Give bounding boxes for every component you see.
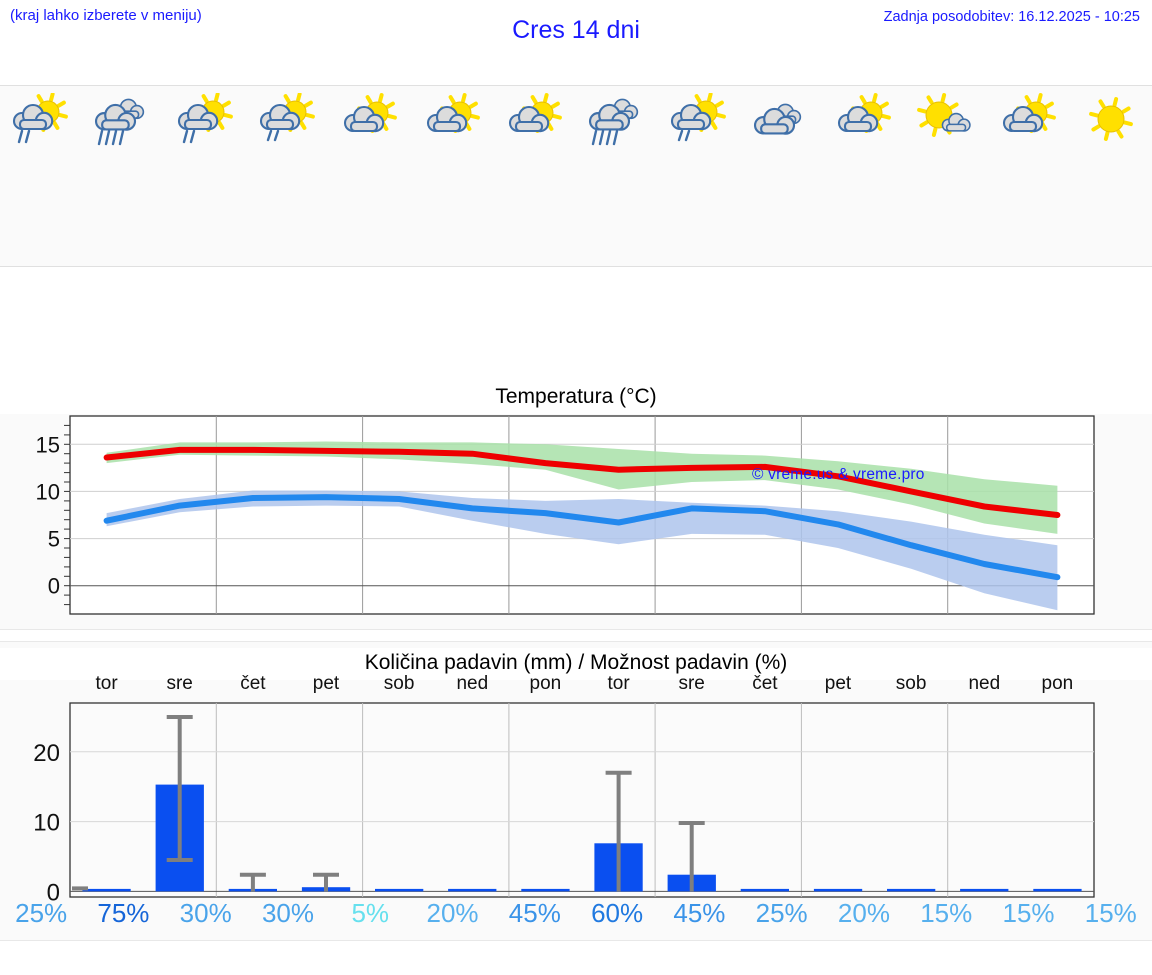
page-title: Cres 14 dni bbox=[512, 16, 640, 44]
precip-probability-value: 30% bbox=[179, 898, 232, 928]
copyright-credit: © vreme.us & vreme.pro bbox=[752, 466, 925, 483]
day-column[interactable] bbox=[165, 86, 247, 266]
day-column[interactable] bbox=[411, 86, 493, 266]
sun-cloud-icon bbox=[418, 93, 488, 149]
menu-hint-text: (kraj lahko izberete v meniju) bbox=[10, 7, 202, 24]
rain-sun-icon bbox=[6, 93, 76, 149]
svg-text:pet: pet bbox=[313, 673, 340, 694]
day-column[interactable] bbox=[1070, 86, 1152, 266]
svg-text:pet: pet bbox=[825, 673, 852, 694]
day-column[interactable] bbox=[741, 86, 823, 266]
temperature-chart-plot: 0 5 10 15 bbox=[0, 383, 1152, 636]
day-column[interactable] bbox=[0, 86, 82, 266]
svg-text:sre: sre bbox=[166, 673, 192, 694]
precipitation-chart-title: Količina padavin (mm) / Možnost padavin … bbox=[0, 648, 1152, 680]
svg-text:tor: tor bbox=[96, 673, 119, 694]
svg-text:0: 0 bbox=[48, 574, 60, 599]
precipitation-chart-section: Količina padavin (mm) / Možnost padavin … bbox=[0, 641, 1152, 941]
precip-probability-value: 25% bbox=[15, 898, 68, 928]
precipitation-probability-row: 25% 75% 30% 30% 5% 20% 45% 60% 45% 25% 20% 15% 15% 15… bbox=[0, 898, 1152, 938]
precip-probability-value: 15% bbox=[1002, 898, 1055, 928]
svg-text:ned: ned bbox=[968, 673, 1000, 694]
sun-cloud-icon bbox=[994, 93, 1064, 149]
precip-probability-value: 45% bbox=[508, 898, 561, 928]
svg-text:5: 5 bbox=[48, 527, 60, 552]
precip-probability-value: 5% bbox=[351, 898, 390, 928]
svg-text:sre: sre bbox=[678, 673, 704, 694]
svg-text:čet: čet bbox=[240, 673, 266, 694]
temperature-chart-section: Temperatura (°C) 0 5 10 15 bbox=[0, 382, 1152, 630]
precip-probability-value: 60% bbox=[591, 898, 644, 928]
day-column[interactable] bbox=[494, 86, 576, 266]
svg-text:pon: pon bbox=[1042, 673, 1074, 694]
precip-probability-value: 20% bbox=[426, 898, 479, 928]
rain-heavy-icon bbox=[88, 93, 158, 149]
svg-text:15: 15 bbox=[36, 432, 60, 457]
last-updated-text: Zadnja posodobitev: 16.12.2025 - 10:25 bbox=[883, 9, 1140, 25]
temperature-chart-title: Temperatura (°C) bbox=[0, 382, 1152, 414]
svg-text:tor: tor bbox=[608, 673, 631, 694]
svg-text:pon: pon bbox=[530, 673, 562, 694]
svg-text:0: 0 bbox=[47, 879, 60, 906]
precipitation-chart-plot: tor sre čet pet sob ned pon tor sre čet pet sob ned p… bbox=[0, 642, 1152, 947]
day-column[interactable] bbox=[658, 86, 740, 266]
sun-icon bbox=[1076, 93, 1146, 149]
svg-text:ned: ned bbox=[456, 673, 488, 694]
svg-text:20: 20 bbox=[33, 740, 60, 767]
precip-probability-value: 25% bbox=[755, 898, 808, 928]
drizzle-sun-icon bbox=[253, 93, 323, 149]
drizzle-sun-icon bbox=[664, 93, 734, 149]
precip-probability-value: 15% bbox=[1084, 898, 1137, 928]
sun-cloud-icon bbox=[829, 93, 899, 149]
svg-text:čet: čet bbox=[752, 673, 778, 694]
sun-small-cloud-icon bbox=[911, 93, 981, 149]
svg-text:sob: sob bbox=[896, 673, 927, 694]
daily-forecast-strip bbox=[0, 85, 1152, 267]
cloudy-icon bbox=[747, 93, 817, 149]
day-column[interactable] bbox=[576, 86, 658, 266]
day-column[interactable] bbox=[905, 86, 987, 266]
precip-probability-value: 75% bbox=[97, 898, 150, 928]
sun-cloud-icon bbox=[335, 93, 405, 149]
svg-text:sob: sob bbox=[384, 673, 415, 694]
svg-text:10: 10 bbox=[33, 810, 60, 837]
precip-probability-value: 15% bbox=[920, 898, 973, 928]
day-column[interactable] bbox=[247, 86, 329, 266]
precip-probability-value: 30% bbox=[261, 898, 314, 928]
precip-probability-value: 45% bbox=[673, 898, 726, 928]
day-column[interactable] bbox=[82, 86, 164, 266]
sun-cloud-icon bbox=[500, 93, 570, 149]
day-column[interactable] bbox=[329, 86, 411, 266]
day-column[interactable] bbox=[987, 86, 1069, 266]
svg-text:10: 10 bbox=[36, 479, 60, 504]
precip-probability-value: 20% bbox=[837, 898, 890, 928]
page-header: (kraj lahko izberete v meniju) Cres 14 d… bbox=[0, 0, 1152, 60]
rain-heavy-icon bbox=[582, 93, 652, 149]
day-column[interactable] bbox=[823, 86, 905, 266]
rain-sun-icon bbox=[171, 93, 241, 149]
